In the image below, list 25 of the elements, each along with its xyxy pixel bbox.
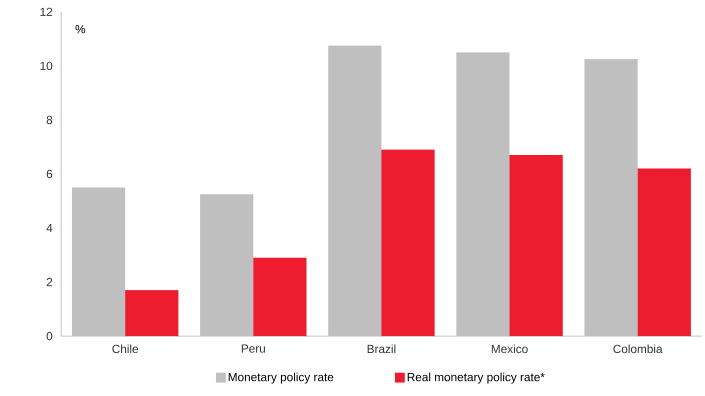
bar xyxy=(72,187,126,336)
y-tick-label: 8 xyxy=(46,116,52,124)
bar xyxy=(253,258,307,336)
bar xyxy=(510,154,563,336)
bar xyxy=(200,194,254,336)
y-tick-label: 6 xyxy=(46,170,52,178)
bar xyxy=(638,168,691,336)
y-tick-label: 4 xyxy=(46,224,52,232)
y-tick-label: 2 xyxy=(46,278,52,286)
bar xyxy=(381,150,435,336)
y-tick-label: 12 xyxy=(40,8,52,16)
x-tick-label: Peru xyxy=(242,344,265,353)
x-tick-label: Colombia xyxy=(613,344,663,354)
legend-label: Monetary policy rate xyxy=(228,372,334,384)
y-axis-title: % xyxy=(76,24,86,34)
bar xyxy=(456,52,510,336)
bar xyxy=(584,59,638,336)
y-tick-label: 10 xyxy=(40,62,52,70)
y-tick-label: 0 xyxy=(46,332,52,340)
bar xyxy=(125,290,178,336)
bar xyxy=(328,46,382,336)
legend-label: Real monetary policy rate* xyxy=(408,372,545,384)
x-tick-label: Chile xyxy=(112,344,138,354)
x-tick-label: Mexico xyxy=(492,344,528,354)
x-tick-label: Brazil xyxy=(368,344,396,354)
